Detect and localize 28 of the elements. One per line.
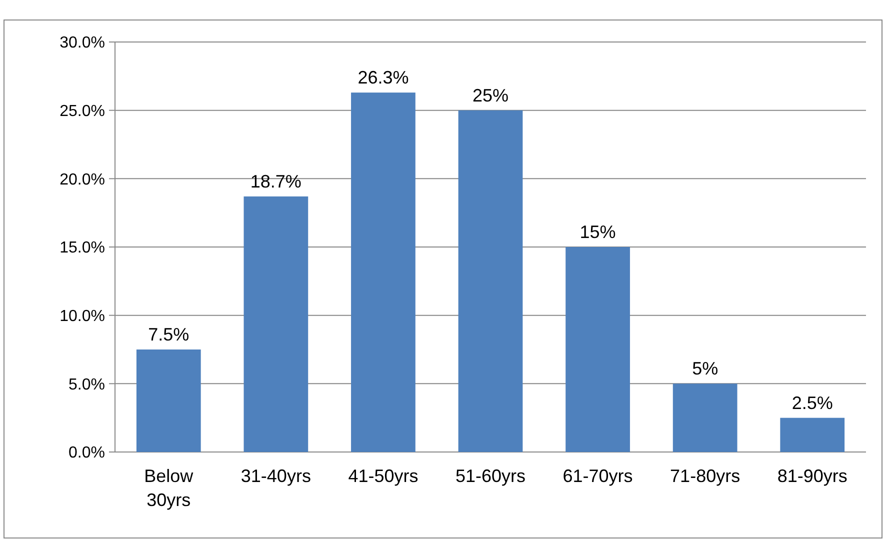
- bar: [780, 418, 845, 452]
- y-tick-label: 10.0%: [60, 308, 105, 325]
- x-tick-label: 41-50yrs: [348, 466, 418, 486]
- data-label: 5%: [692, 358, 718, 379]
- y-tick-label: 25.0%: [60, 102, 105, 120]
- y-tick-label: 20.0%: [60, 171, 105, 188]
- data-label: 15%: [580, 222, 616, 242]
- data-label: 18.7%: [250, 171, 302, 192]
- y-tick-label: 5.0%: [68, 376, 105, 394]
- y-tick-label: 30.0%: [60, 34, 105, 52]
- data-label: 25%: [472, 85, 509, 106]
- x-tick-label: 71-80yrs: [670, 466, 740, 486]
- bar: [244, 196, 308, 452]
- bar: [351, 92, 416, 452]
- y-tick-label: 15.0%: [60, 240, 105, 257]
- x-tick-label: 51-60yrs: [455, 466, 526, 486]
- data-label: 7.5%: [148, 324, 190, 344]
- x-tick-label: Below 30yrs: [144, 466, 194, 510]
- bar: [672, 384, 738, 452]
- x-tick-label: 81-90yrs: [777, 466, 848, 486]
- bar: [136, 350, 201, 452]
- data-label: 26.3%: [358, 68, 409, 88]
- data-label: 2.5%: [792, 392, 833, 413]
- y-tick-label: 0.0%: [68, 444, 105, 462]
- bar: [458, 110, 523, 452]
- bar: [566, 247, 630, 452]
- x-tick-label: 61-70yrs: [562, 466, 633, 486]
- x-tick-label: 31-40yrs: [240, 466, 311, 486]
